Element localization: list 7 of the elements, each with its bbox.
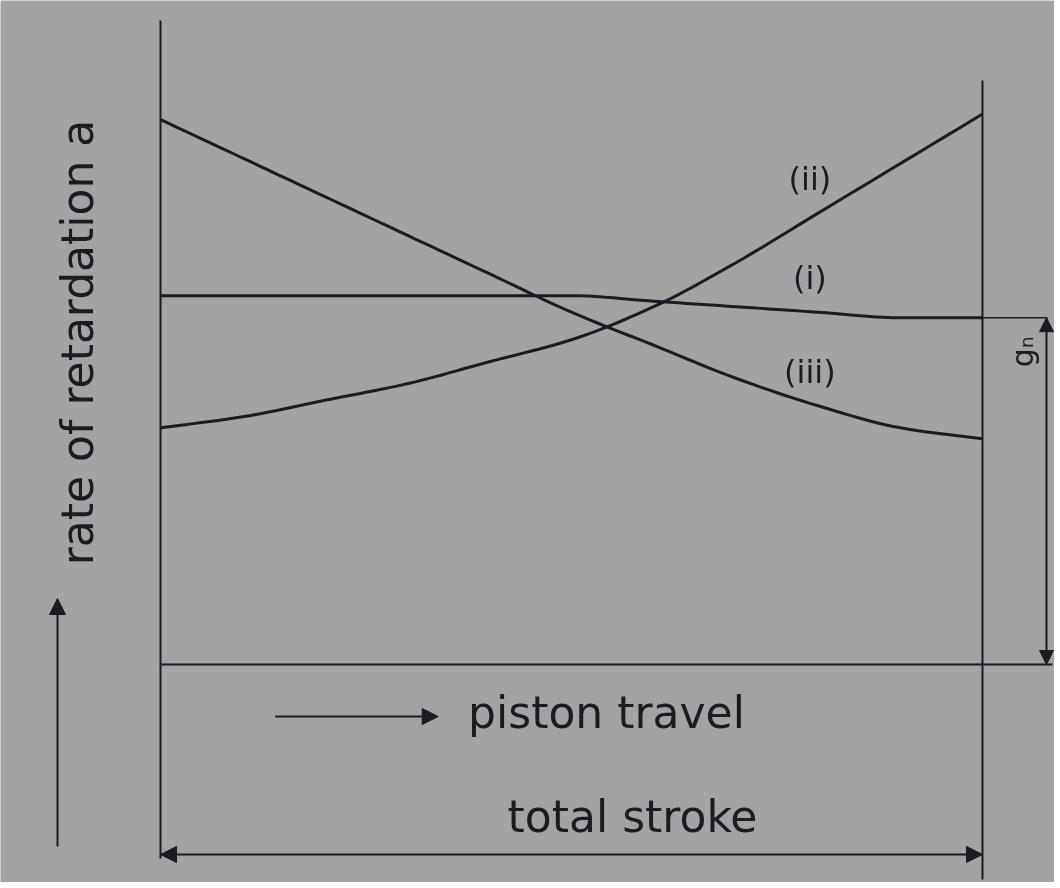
text: total stroke xyxy=(507,791,758,842)
legend-label: gₙ xyxy=(1005,336,1040,368)
series-label: (iii) xyxy=(784,352,836,391)
y-axis-title: rate of retardation a xyxy=(51,119,103,566)
series-label: (ii) xyxy=(788,160,832,199)
x-axis-title: piston travel xyxy=(468,686,745,738)
series-label: (i) xyxy=(792,259,827,298)
